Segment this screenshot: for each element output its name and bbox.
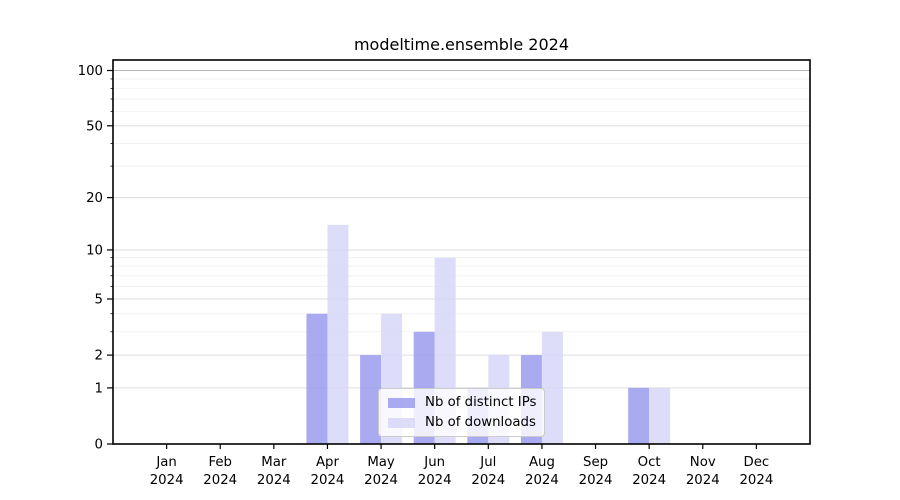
x-tick-label-month: Feb (208, 455, 232, 470)
bar-downloads (541, 331, 563, 444)
legend-item-distinct-ips: Nb of distinct IPs (388, 395, 537, 410)
x-tick-label-year: 2024 (686, 473, 720, 488)
y-tick-label: 5 (95, 292, 103, 307)
bar-distinct-ips (628, 387, 650, 444)
y-tick-label: 100 (78, 64, 103, 79)
x-tick-label-year: 2024 (739, 473, 773, 488)
y-tick-label: 10 (86, 243, 103, 258)
x-tick-label-month: Oct (638, 455, 661, 470)
y-tick-label: 2 (95, 349, 103, 364)
x-tick-label-year: 2024 (150, 473, 184, 488)
x-tick-label-year: 2024 (364, 473, 398, 488)
x-tick-label-month: Jan (155, 455, 177, 470)
bar-distinct-ips (306, 313, 328, 444)
legend: Nb of distinct IPs Nb of downloads (378, 388, 545, 437)
legend-item-downloads: Nb of downloads (388, 415, 536, 430)
legend-label-downloads: Nb of downloads (425, 415, 536, 430)
bar-downloads (649, 387, 671, 444)
x-tick-label-month: Dec (744, 455, 770, 470)
x-tick-label-year: 2024 (471, 473, 505, 488)
x-tick-label-month: Nov (690, 455, 716, 470)
x-tick-label-year: 2024 (579, 473, 613, 488)
y-tick-label: 1 (95, 381, 103, 396)
chart-title: modeltime.ensemble 2024 (353, 35, 570, 54)
bar-downloads (327, 224, 349, 444)
x-tick-label-month: Apr (316, 455, 340, 470)
x-tick-label-year: 2024 (632, 473, 666, 488)
x-tick-label-month: Jul (479, 455, 496, 470)
x-tick-label-year: 2024 (525, 473, 559, 488)
x-tick-label-month: Jun (423, 455, 445, 470)
x-tick-label-month: Mar (261, 455, 287, 470)
x-tick-label-year: 2024 (257, 473, 291, 488)
x-tick-label-year: 2024 (203, 473, 237, 488)
plot-border (112, 59, 811, 445)
bar-distinct-ips (360, 355, 382, 444)
x-tick-label-year: 2024 (311, 473, 345, 488)
x-tick-label-year: 2024 (418, 473, 452, 488)
y-tick-label: 50 (86, 119, 103, 134)
legend-swatch-downloads (388, 417, 415, 428)
x-tick-label-month: May (367, 455, 395, 470)
legend-swatch-distinct-ips (388, 397, 415, 408)
y-tick-label: 20 (86, 191, 103, 206)
legend-label-distinct-ips: Nb of distinct IPs (425, 395, 537, 410)
x-tick-label-month: Sep (583, 455, 608, 470)
y-tick-label: 0 (95, 438, 103, 453)
x-tick-label-month: Aug (529, 455, 555, 470)
